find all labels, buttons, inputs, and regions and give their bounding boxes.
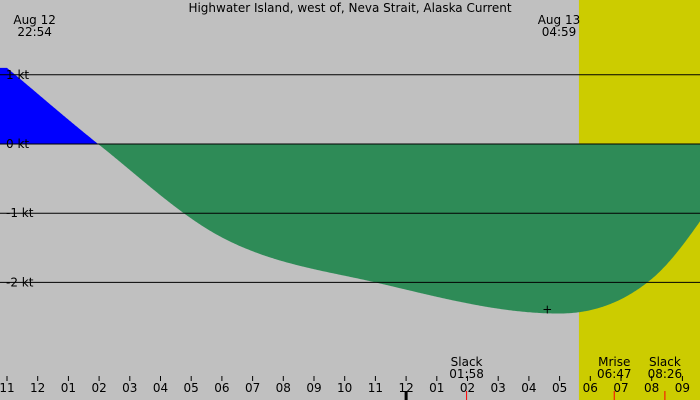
x-tick-label: 04 (521, 381, 536, 395)
x-tick-label: 11 (368, 381, 383, 395)
event-time-label: 01:58 (449, 367, 484, 381)
event-name-label: Mrise (598, 355, 630, 369)
y-tick-label: 1 kt (6, 68, 29, 82)
grid-lines (0, 74, 700, 283)
x-tick-label: 01 (61, 381, 76, 395)
bottom-event-labels: Slack01:58Mrise06:47Slack08:26Slack14:46… (449, 355, 683, 381)
event-time-label: 08:26 (648, 367, 683, 381)
x-tick-label: 07 (245, 381, 260, 395)
x-tick-label: 09 (306, 381, 321, 395)
x-tick-label: 03 (122, 381, 137, 395)
event-time-label: 06:47 (597, 367, 632, 381)
y-tick-label: -1 kt (6, 206, 34, 220)
x-tick-label: 06 (583, 381, 598, 395)
x-tick-label: 05 (184, 381, 199, 395)
x-tick-label: 12 (398, 381, 413, 395)
x-tick-label: 04 (153, 381, 168, 395)
flood-area (0, 67, 700, 144)
event-time-label: 22:54 (17, 25, 52, 39)
x-tick-label: 05 (552, 381, 567, 395)
x-tick-label: 09 (675, 381, 690, 395)
x-tick-label: 06 (214, 381, 229, 395)
y-tick-label: 0 kt (6, 137, 29, 151)
minimum-marker: + (542, 303, 552, 317)
ebb-area (0, 144, 700, 314)
x-tick-label: 03 (491, 381, 506, 395)
event-name-label: Slack (649, 355, 681, 369)
chart-title: Highwater Island, west of, Neva Strait, … (188, 1, 511, 15)
event-tick-marks (6, 376, 683, 400)
x-tick-label: 11 (0, 381, 15, 395)
x-axis-tick-labels: 11 12 01 02 03 04 05 06 07 08 09 10 11 12 01 02 03 04 05 06… (0, 381, 690, 395)
y-axis-labels: 1 kt 0 kt -1 kt -2 kt (6, 68, 34, 290)
x-tick-label: 02 (460, 381, 475, 395)
x-tick-label: 12 (30, 381, 45, 395)
midnight-marker (404, 391, 408, 400)
event-date-label: Aug 13 (538, 13, 581, 27)
x-tick-label: 08 (276, 381, 291, 395)
event-time-label: 04:59 (542, 25, 577, 39)
x-tick-label: 01 (429, 381, 444, 395)
x-tick-label: 08 (644, 381, 659, 395)
x-tick-label: 07 (613, 381, 628, 395)
x-tick-label: 02 (91, 381, 106, 395)
x-tick-label: 10 (337, 381, 352, 395)
current-areas (0, 67, 700, 314)
event-date-label: Aug 12 (13, 13, 56, 27)
event-name-label: Slack (451, 355, 483, 369)
y-tick-label: -2 kt (6, 275, 34, 289)
